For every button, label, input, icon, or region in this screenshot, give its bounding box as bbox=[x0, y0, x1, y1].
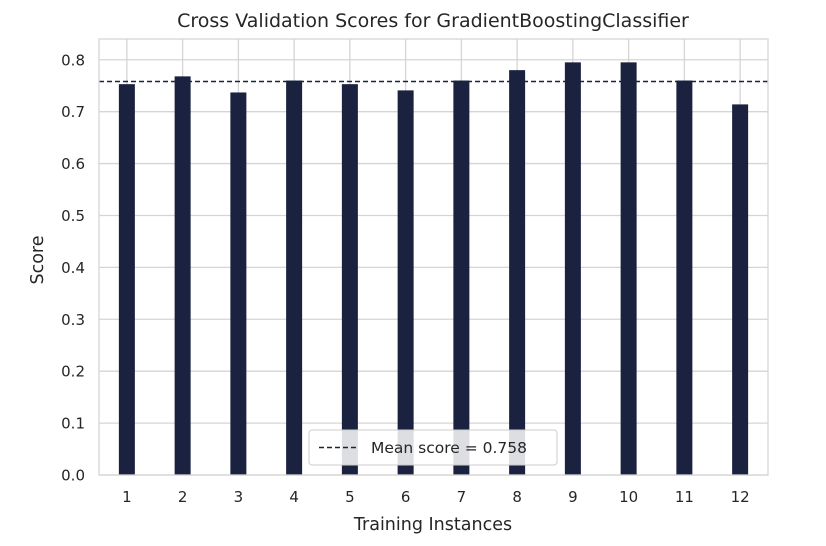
y-tick-label: 0.0 bbox=[61, 467, 85, 485]
x-tick-labels: 1 2 3 4 5 6 7 8 9 10 11 12 bbox=[122, 488, 750, 506]
y-tick-label: 0.3 bbox=[61, 311, 85, 329]
bar bbox=[341, 84, 358, 476]
x-tick-label: 1 bbox=[122, 488, 132, 506]
y-tick-label: 0.8 bbox=[61, 51, 85, 69]
y-tick-label: 0.1 bbox=[61, 415, 85, 433]
bar bbox=[286, 80, 303, 476]
y-tick-label: 0.7 bbox=[61, 103, 85, 121]
legend-mean-score-label: Mean score = 0.758 bbox=[371, 439, 527, 457]
legend: Mean score = 0.758 bbox=[308, 429, 558, 466]
bar bbox=[230, 92, 247, 475]
x-tick-label: 12 bbox=[731, 488, 750, 506]
plot-area-border bbox=[98, 38, 769, 476]
y-axis-label: Score bbox=[28, 235, 48, 284]
x-tick-label: 8 bbox=[512, 488, 522, 506]
x-tick-label: 3 bbox=[234, 488, 244, 506]
grid-lines bbox=[99, 39, 768, 476]
x-tick-label: 9 bbox=[568, 488, 578, 506]
x-tick-label: 7 bbox=[457, 488, 467, 506]
x-axis-label: Training Instances bbox=[353, 515, 512, 535]
bar bbox=[564, 62, 581, 475]
bar bbox=[620, 62, 637, 475]
y-tick-label: 0.6 bbox=[61, 155, 85, 173]
x-tick-label: 5 bbox=[345, 488, 355, 506]
plot-frame bbox=[98, 38, 769, 476]
y-tick-label: 0.4 bbox=[61, 259, 85, 277]
x-tick-label: 6 bbox=[401, 488, 411, 506]
bar bbox=[453, 80, 470, 476]
bar bbox=[174, 76, 191, 475]
y-tick-labels: 0.0 0.1 0.2 0.3 0.4 0.5 0.6 0.7 0.8 bbox=[61, 51, 85, 484]
x-tick-label: 4 bbox=[289, 488, 299, 506]
y-tick-label: 0.5 bbox=[61, 207, 85, 225]
x-tick-label: 10 bbox=[619, 488, 638, 506]
bar bbox=[118, 84, 135, 476]
bar bbox=[676, 80, 693, 476]
chart-title: Cross Validation Scores for GradientBoos… bbox=[177, 10, 689, 32]
bar bbox=[397, 90, 414, 475]
bar bbox=[509, 70, 526, 476]
bars bbox=[118, 62, 749, 476]
y-tick-label: 0.2 bbox=[61, 363, 85, 381]
bar bbox=[732, 104, 749, 476]
x-tick-label: 2 bbox=[178, 488, 188, 506]
x-tick-label: 11 bbox=[675, 488, 694, 506]
legend-box bbox=[308, 429, 558, 466]
